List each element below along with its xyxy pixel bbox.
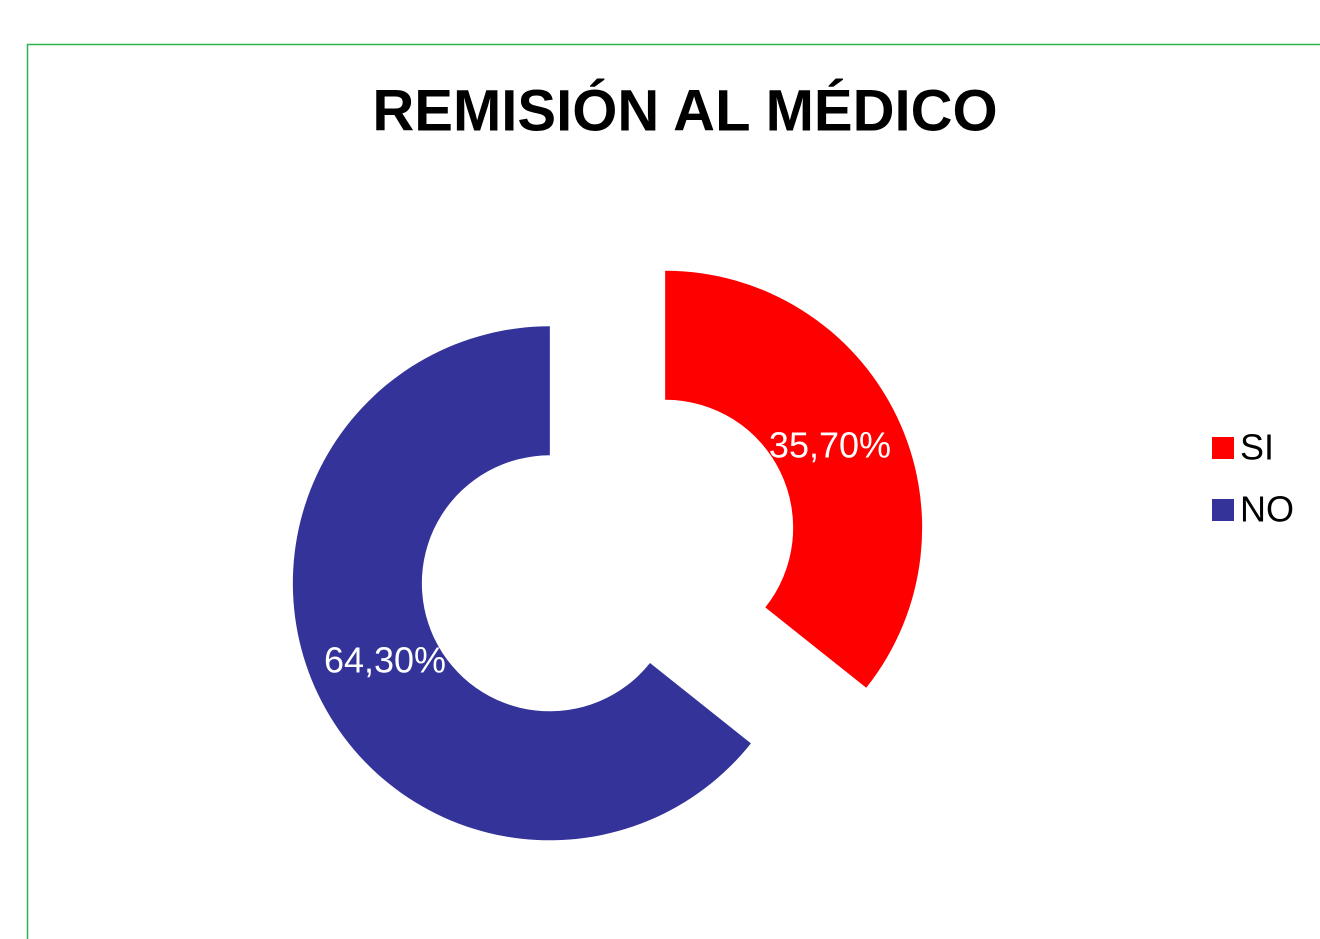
donut-segment [665,270,923,688]
legend-label: NO [1240,489,1294,530]
data-label: 64,30% [324,639,446,680]
chart-title: REMISIÓN AL MÉDICO [372,78,997,143]
legend-label: SI [1240,427,1274,468]
data-label: 35,70% [769,425,891,466]
chart-border [26,43,1320,939]
legend-swatch [1212,499,1234,521]
legend-swatch [1212,437,1234,459]
donut-segment [292,326,751,841]
